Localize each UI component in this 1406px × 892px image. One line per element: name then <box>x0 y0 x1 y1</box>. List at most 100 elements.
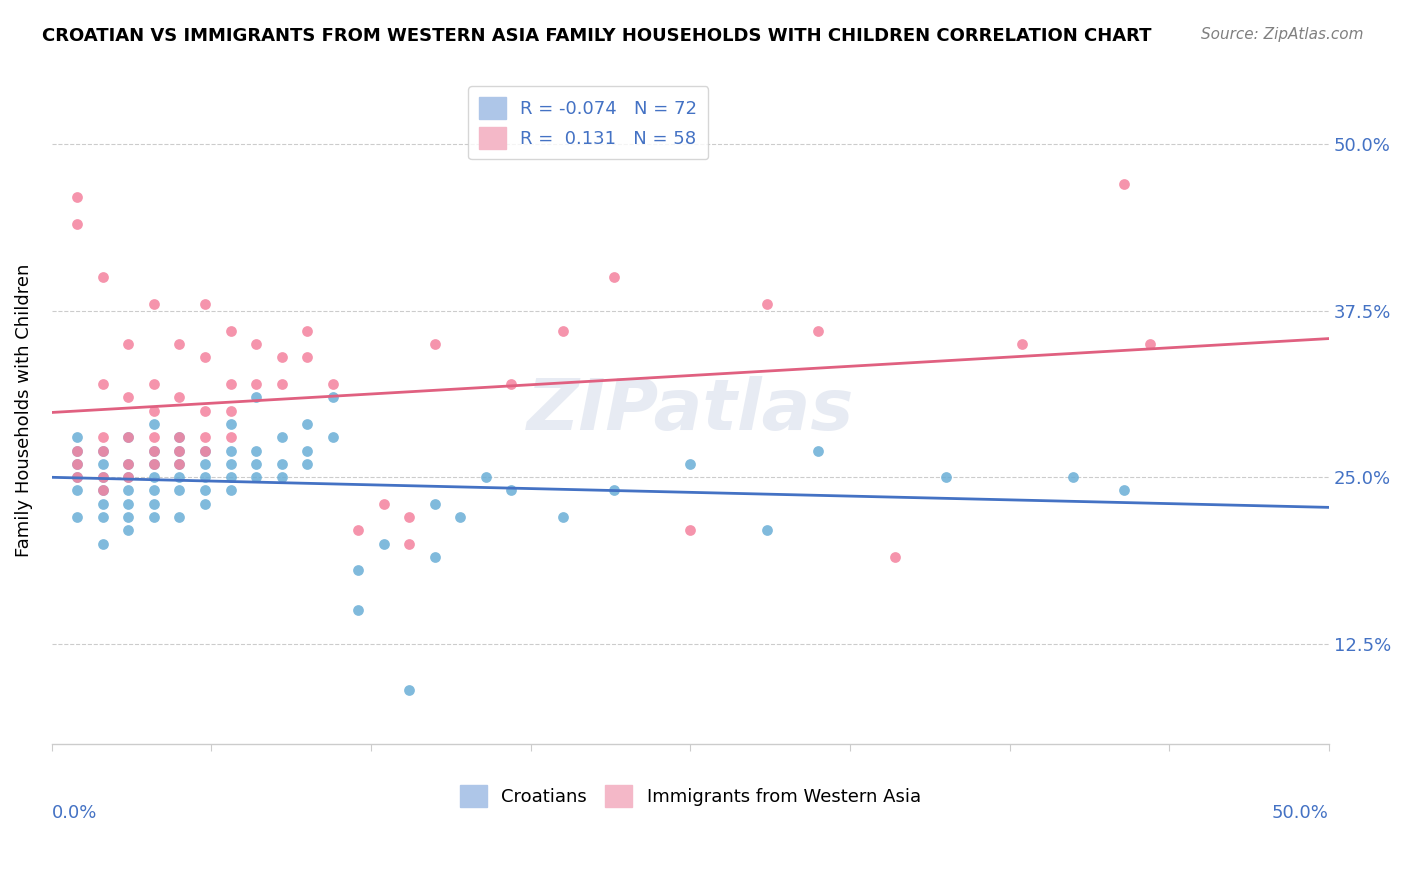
Point <box>398 537 420 551</box>
Point <box>1062 470 1084 484</box>
Point <box>602 270 624 285</box>
Point <box>142 430 165 444</box>
Point <box>169 390 191 404</box>
Point <box>142 403 165 417</box>
Point <box>66 470 89 484</box>
Point <box>347 603 370 617</box>
Point <box>219 417 242 431</box>
Point <box>551 510 574 524</box>
Point <box>347 564 370 578</box>
Point <box>66 190 89 204</box>
Point <box>1114 483 1136 498</box>
Point <box>270 376 292 391</box>
Point <box>142 497 165 511</box>
Point <box>142 297 165 311</box>
Point <box>423 337 446 351</box>
Point <box>755 524 778 538</box>
Point <box>169 510 191 524</box>
Point <box>169 443 191 458</box>
Text: CROATIAN VS IMMIGRANTS FROM WESTERN ASIA FAMILY HOUSEHOLDS WITH CHILDREN CORRELA: CROATIAN VS IMMIGRANTS FROM WESTERN ASIA… <box>42 27 1152 45</box>
Point <box>117 510 139 524</box>
Point <box>1011 337 1033 351</box>
Point <box>169 483 191 498</box>
Point <box>142 457 165 471</box>
Point <box>270 457 292 471</box>
Point <box>219 324 242 338</box>
Text: 0.0%: 0.0% <box>52 804 97 822</box>
Point <box>501 483 523 498</box>
Point <box>91 270 114 285</box>
Point <box>245 457 267 471</box>
Point <box>1139 337 1161 351</box>
Point <box>91 483 114 498</box>
Point <box>91 537 114 551</box>
Point <box>117 337 139 351</box>
Point <box>91 443 114 458</box>
Point <box>66 483 89 498</box>
Point <box>169 457 191 471</box>
Point <box>398 683 420 698</box>
Point <box>373 537 395 551</box>
Point <box>142 417 165 431</box>
Point <box>322 390 344 404</box>
Point <box>142 510 165 524</box>
Point <box>66 470 89 484</box>
Legend: Croatians, Immigrants from Western Asia: Croatians, Immigrants from Western Asia <box>453 778 928 814</box>
Point <box>245 443 267 458</box>
Point <box>142 376 165 391</box>
Point <box>66 217 89 231</box>
Point <box>347 524 370 538</box>
Text: 50.0%: 50.0% <box>1272 804 1329 822</box>
Point <box>245 337 267 351</box>
Point <box>66 443 89 458</box>
Point <box>117 524 139 538</box>
Point <box>322 430 344 444</box>
Point <box>219 376 242 391</box>
Point <box>142 443 165 458</box>
Point <box>807 443 830 458</box>
Point <box>91 430 114 444</box>
Point <box>194 497 217 511</box>
Point <box>91 483 114 498</box>
Y-axis label: Family Households with Children: Family Households with Children <box>15 264 32 558</box>
Point <box>194 483 217 498</box>
Point <box>91 497 114 511</box>
Point <box>66 510 89 524</box>
Point <box>117 457 139 471</box>
Point <box>194 297 217 311</box>
Point <box>679 457 702 471</box>
Point <box>91 376 114 391</box>
Point <box>66 443 89 458</box>
Point <box>295 443 318 458</box>
Point <box>194 470 217 484</box>
Point <box>117 430 139 444</box>
Point <box>142 470 165 484</box>
Point <box>245 376 267 391</box>
Point <box>142 457 165 471</box>
Point <box>373 497 395 511</box>
Point <box>219 457 242 471</box>
Point <box>398 510 420 524</box>
Point <box>117 497 139 511</box>
Point <box>423 497 446 511</box>
Point <box>117 390 139 404</box>
Point <box>295 351 318 365</box>
Point <box>475 470 498 484</box>
Point <box>142 443 165 458</box>
Point <box>679 524 702 538</box>
Point <box>551 324 574 338</box>
Point <box>117 457 139 471</box>
Point <box>117 470 139 484</box>
Text: Source: ZipAtlas.com: Source: ZipAtlas.com <box>1201 27 1364 42</box>
Point <box>169 443 191 458</box>
Point <box>117 430 139 444</box>
Point <box>501 376 523 391</box>
Point <box>194 351 217 365</box>
Point <box>117 483 139 498</box>
Point <box>142 483 165 498</box>
Point <box>935 470 957 484</box>
Point <box>194 430 217 444</box>
Point <box>169 430 191 444</box>
Point <box>91 470 114 484</box>
Point <box>883 550 905 565</box>
